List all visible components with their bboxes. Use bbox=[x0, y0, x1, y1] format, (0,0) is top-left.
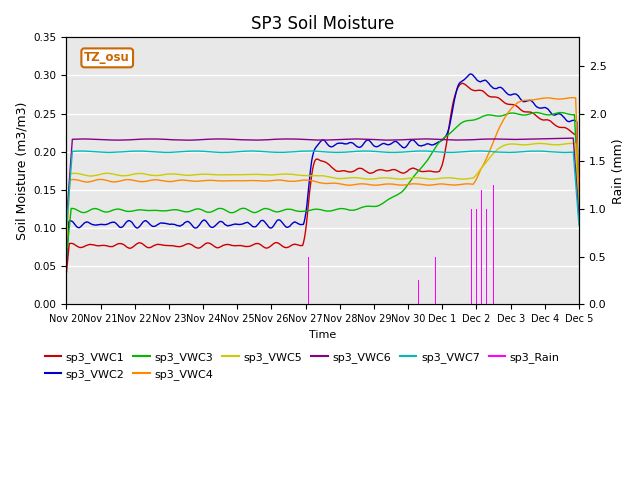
Y-axis label: Rain (mm): Rain (mm) bbox=[612, 138, 625, 204]
Y-axis label: Soil Moisture (m3/m3): Soil Moisture (m3/m3) bbox=[15, 102, 28, 240]
X-axis label: Time: Time bbox=[309, 330, 336, 339]
Legend: sp3_VWC1, sp3_VWC2, sp3_VWC3, sp3_VWC4, sp3_VWC5, sp3_VWC6, sp3_VWC7, sp3_Rain: sp3_VWC1, sp3_VWC2, sp3_VWC3, sp3_VWC4, … bbox=[40, 348, 564, 384]
Text: TZ_osu: TZ_osu bbox=[84, 51, 130, 64]
Title: SP3 Soil Moisture: SP3 Soil Moisture bbox=[251, 15, 394, 33]
